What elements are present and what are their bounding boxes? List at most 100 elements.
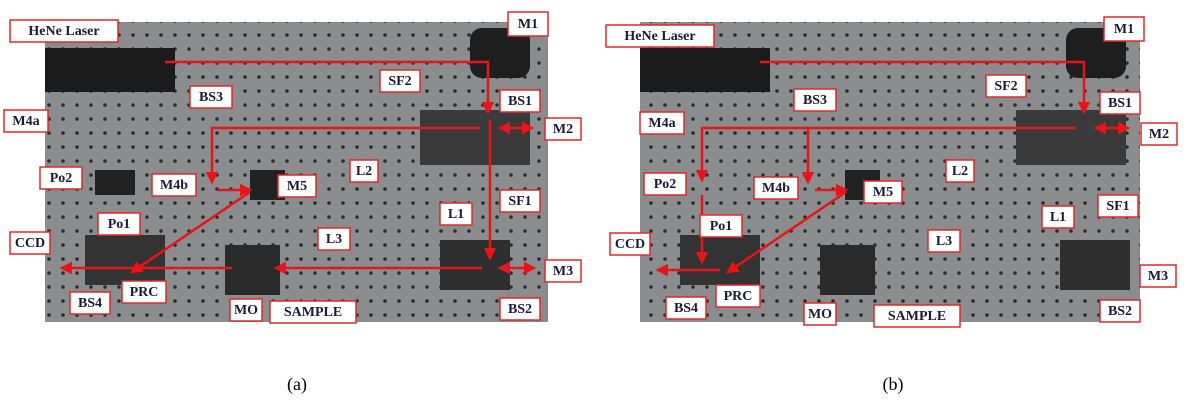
component-label: HeNe Laser: [606, 25, 714, 47]
label-text: SAMPLE: [284, 305, 342, 320]
component-label: Po1: [98, 213, 140, 235]
component-label: L2: [350, 160, 378, 182]
component-label: CCD: [610, 233, 650, 255]
label-text: L3: [936, 234, 952, 249]
label-text: M2: [553, 122, 573, 137]
label-text: PRC: [724, 289, 753, 304]
component-label: L1: [1042, 206, 1074, 228]
component-label: M5: [864, 181, 902, 203]
mount: [440, 240, 510, 290]
component-label: PRC: [716, 285, 760, 307]
component-label: M5: [278, 175, 316, 197]
label-text: M2: [1149, 127, 1169, 142]
label-text: M4a: [648, 116, 675, 131]
component-label: L3: [928, 230, 960, 252]
label-text: BS1: [508, 94, 532, 109]
component-label: BS2: [500, 298, 540, 320]
component-label: M4b: [754, 177, 798, 199]
component-label: BS1: [500, 90, 540, 112]
label-text: BS3: [199, 90, 223, 105]
component-label: BS4: [70, 292, 110, 314]
component-label: M3: [545, 260, 581, 282]
label-text: BS3: [803, 93, 827, 108]
mount: [680, 235, 760, 285]
label-text: M1: [518, 17, 538, 32]
component-label: Po2: [644, 173, 686, 195]
component-label: SF2: [380, 70, 420, 92]
component-label: SF1: [1098, 195, 1138, 217]
label-text: HeNe Laser: [28, 24, 99, 39]
component-label: M4a: [4, 110, 48, 132]
component-label: SF1: [500, 190, 540, 212]
label-text: Po2: [654, 177, 677, 192]
component-label: M1: [508, 12, 548, 36]
label-text: BS1: [1108, 96, 1132, 111]
label-text: SF1: [508, 194, 531, 209]
laser-tube: [45, 48, 175, 92]
label-text: CCD: [15, 236, 45, 251]
caption: (a): [287, 374, 307, 395]
label-text: Po1: [710, 219, 733, 234]
label-text: CCD: [615, 237, 645, 252]
panel: HeNe Laser M1 SF2 BS1 M2 M4a BS3 L2 Po2 M4b M5 SF1 L…: [4, 12, 581, 323]
component-label: M3: [1140, 265, 1176, 287]
caption: (b): [883, 374, 904, 395]
mount: [95, 170, 135, 195]
label-text: BS4: [674, 301, 698, 316]
label-text: BS2: [508, 302, 532, 317]
mount: [420, 110, 530, 165]
label-text: L1: [448, 207, 464, 222]
label-text: M1: [1114, 22, 1134, 37]
component-label: M2: [545, 118, 581, 140]
component-label: CCD: [10, 232, 50, 254]
component-label: BS1: [1100, 92, 1140, 114]
component-label: SAMPLE: [874, 305, 960, 327]
label-text: MO: [234, 303, 258, 318]
label-text: M4a: [12, 114, 39, 129]
component-label: PRC: [122, 281, 166, 303]
component-label: SF2: [986, 75, 1026, 97]
component-label: L1: [440, 203, 472, 225]
laser-tube: [640, 48, 770, 92]
component-label: BS3: [794, 89, 836, 111]
component-label: M4a: [640, 112, 684, 134]
label-text: M3: [553, 264, 573, 279]
label-text: SAMPLE: [888, 309, 946, 324]
label-text: SF2: [994, 79, 1017, 94]
component-label: MO: [804, 303, 836, 325]
component-label: Po1: [700, 215, 742, 237]
label-text: SF1: [1106, 199, 1129, 214]
panel: HeNe Laser M1 SF2 BS1 M2 M4a BS3 L2 Po2 M4b M5 SF1 L…: [606, 17, 1177, 327]
component-label: L2: [946, 160, 974, 182]
label-text: L2: [356, 164, 372, 179]
mount: [1060, 240, 1130, 290]
label-text: SF2: [388, 74, 411, 89]
label-text: HeNe Laser: [624, 29, 695, 44]
component-label: Po2: [40, 167, 82, 189]
label-text: M4b: [762, 181, 790, 196]
component-label: BS4: [666, 297, 706, 319]
label-text: M4b: [160, 178, 188, 193]
component-label: L3: [318, 228, 350, 250]
component-label: MO: [230, 299, 262, 321]
label-text: M3: [1148, 269, 1168, 284]
label-text: L1: [1050, 210, 1066, 225]
label-text: L2: [952, 164, 968, 179]
mount: [1016, 110, 1126, 165]
mount: [85, 235, 165, 285]
label-text: M5: [873, 185, 893, 200]
label-text: M5: [287, 179, 307, 194]
mount: [820, 245, 875, 295]
label-text: MO: [808, 307, 832, 322]
component-label: M1: [1104, 17, 1144, 41]
mount: [225, 245, 280, 295]
label-text: Po1: [108, 217, 131, 232]
component-label: HeNe Laser: [10, 20, 118, 42]
figure: HeNe Laser M1 SF2 BS1 M2 M4a BS3 L2 Po2 M4b M5 SF1 L…: [0, 0, 1184, 416]
label-text: BS2: [1108, 304, 1132, 319]
component-label: BS3: [190, 86, 232, 108]
component-label: BS2: [1100, 300, 1140, 322]
component-label: M4b: [152, 174, 196, 196]
label-text: PRC: [130, 285, 159, 300]
component-label: SAMPLE: [270, 301, 356, 323]
